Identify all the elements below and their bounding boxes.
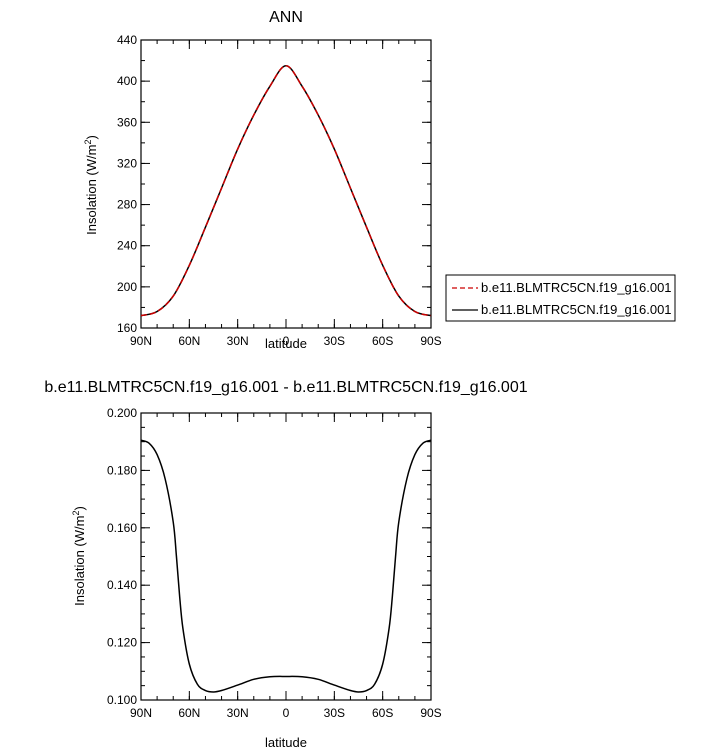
top-y-axis-label: Insolation (W/m2): [83, 135, 99, 235]
bottom-y-tick-label: 0.160: [107, 521, 137, 535]
bottom-x-tick-label: 90S: [420, 706, 441, 720]
bottom-x-axis-label: latitude: [265, 735, 307, 750]
legend-label-series-2: b.e11.BLMTRC5CN.f19_g16.001: [481, 302, 672, 317]
top-y-tick-label: 320: [117, 156, 137, 170]
bottom-x-tick-label: 90N: [130, 706, 152, 720]
bottom-plot-frame: [140, 412, 432, 701]
top-y-tick-label: 440: [117, 33, 137, 47]
top-plot: 90N 60N 30N 0 30S 60S 90S 160 200 240 280 320 360 400…: [117, 33, 442, 348]
top-x-tick-label: 60S: [372, 334, 393, 348]
top-y-tick-label: 360: [117, 115, 137, 129]
top-x-tick-label: 60N: [178, 334, 200, 348]
top-x-tick-label: 90S: [420, 334, 441, 348]
top-chart-title: ANN: [269, 9, 303, 26]
bottom-y-tick-label: 0.180: [107, 463, 137, 477]
bottom-x-tick-label: 0: [283, 706, 290, 720]
bottom-y-tick-label: 0.200: [107, 406, 137, 420]
top-plot-frame: [140, 39, 432, 329]
top-y-tick-label: 400: [117, 74, 137, 88]
bottom-x-tick-label: 30N: [227, 706, 249, 720]
top-x-tick-label: 90N: [130, 334, 152, 348]
top-series-line-2: [140, 64, 432, 317]
top-y-tick-label: 280: [117, 198, 137, 212]
bottom-y-tick-label: 0.140: [107, 578, 137, 592]
top-x-tick-label: 0: [283, 334, 290, 348]
legend-box: [445, 274, 676, 322]
top-y-tick-label: 240: [117, 239, 137, 253]
bottom-x-tick-label: 30S: [324, 706, 345, 720]
bottom-y-tick-label: 0.100: [107, 693, 137, 707]
bottom-x-tick-label: 60N: [178, 706, 200, 720]
legend-label-series-1: b.e11.BLMTRC5CN.f19_g16.001: [481, 280, 672, 295]
bottom-chart-title: b.e11.BLMTRC5CN.f19_g16.001 - b.e11.BLMT…: [44, 379, 527, 396]
bottom-series-line-1: [140, 439, 432, 693]
top-y-tick-label: 200: [117, 280, 137, 294]
top-x-tick-label: 30S: [324, 334, 345, 348]
bottom-y-tick-label: 0.120: [107, 636, 137, 650]
bottom-plot: 90N 60N 30N 0 30S 60S 90S 0.100 0.120 0.140 0.160 0…: [107, 406, 442, 720]
bottom-y-axis-label: Insolation (W/m2): [71, 506, 87, 606]
top-y-tick-label: 160: [117, 321, 137, 335]
legend: b.e11.BLMTRC5CN.f19_g16.001 b.e11.BLMTRC…: [445, 274, 676, 322]
top-series-line-1: [140, 64, 432, 317]
top-x-tick-label: 30N: [227, 334, 249, 348]
top-x-axis-label: latitude: [265, 336, 307, 351]
bottom-x-tick-label: 60S: [372, 706, 393, 720]
